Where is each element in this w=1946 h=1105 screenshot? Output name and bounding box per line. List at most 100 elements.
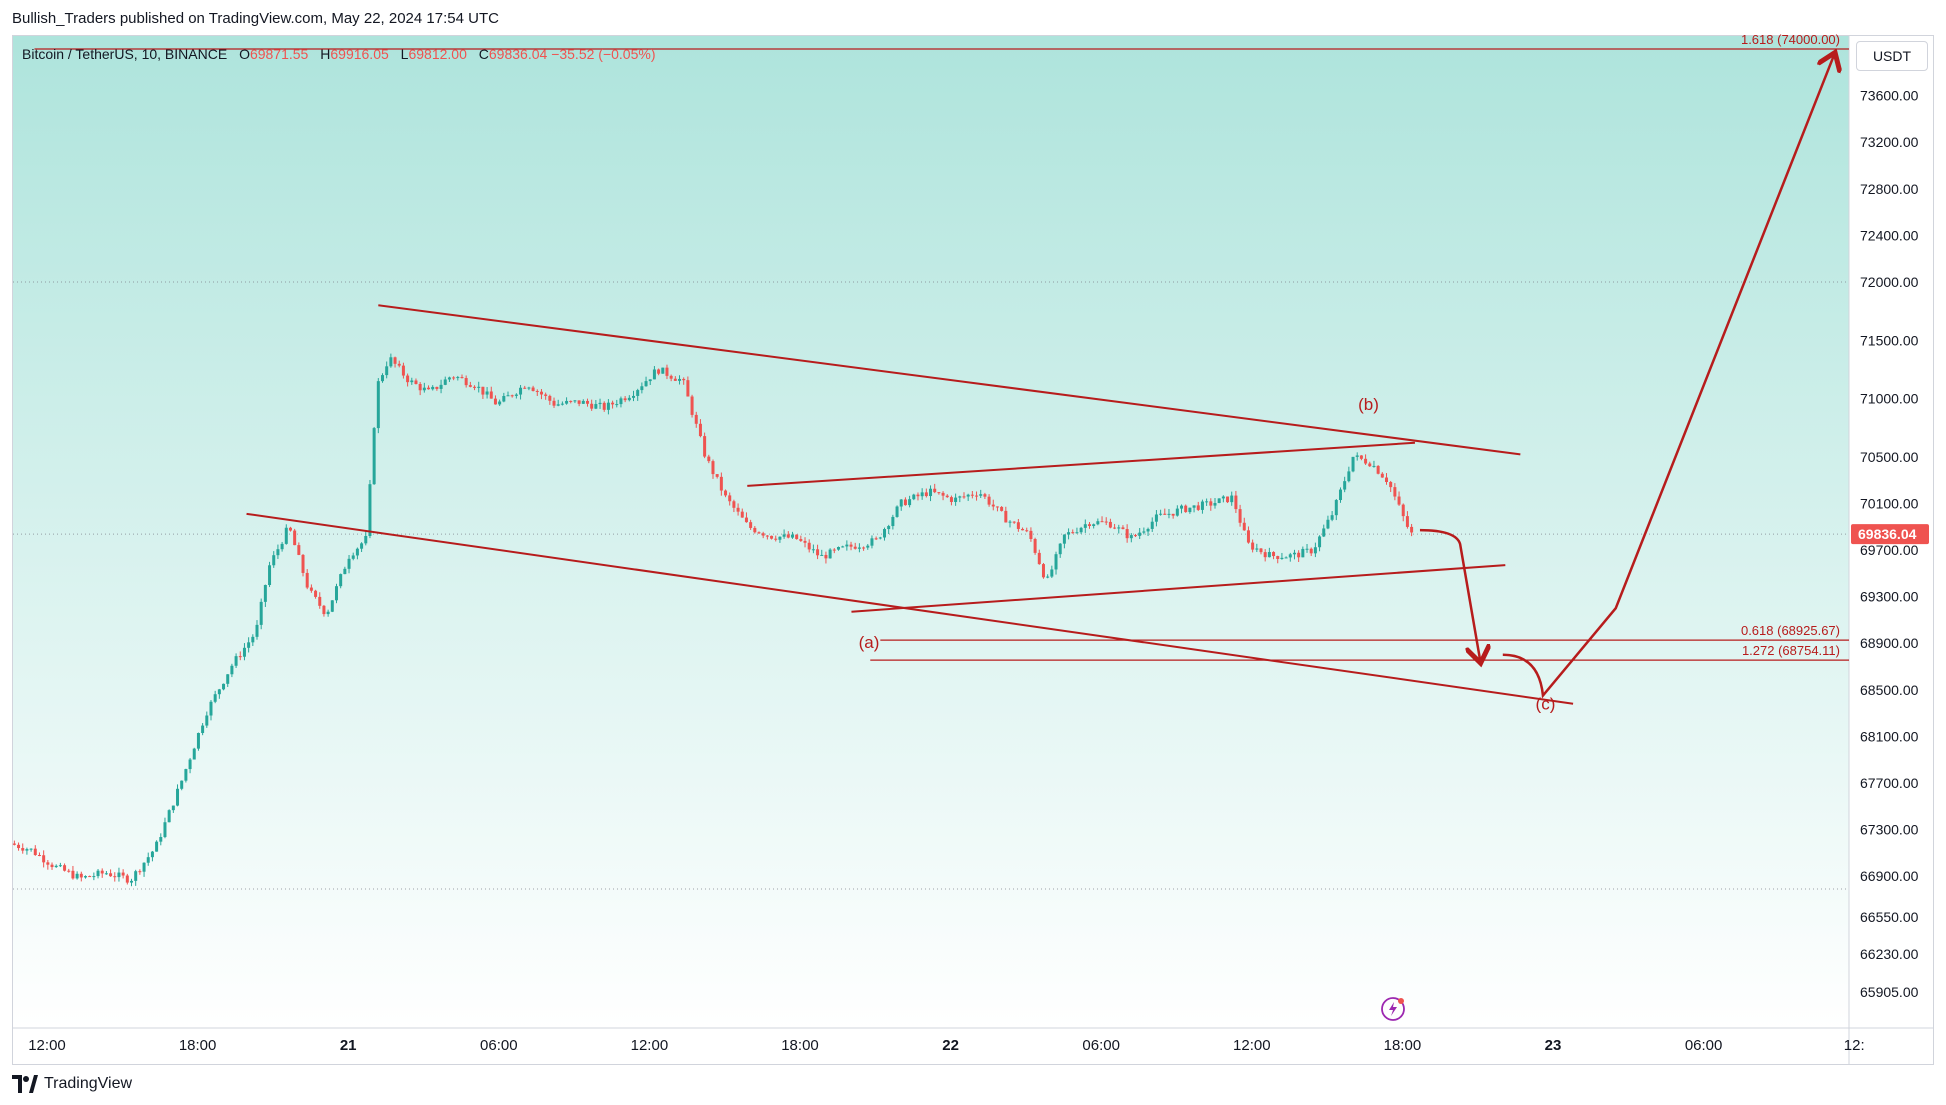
- candle-body: [698, 423, 702, 437]
- candle-body: [703, 436, 707, 457]
- x-axis-tick: 06:00: [1082, 1037, 1120, 1054]
- candle-body: [368, 484, 372, 536]
- candle-body: [146, 857, 150, 863]
- candle-body: [230, 665, 234, 675]
- candle-body: [573, 400, 577, 402]
- open-label: O: [239, 46, 250, 62]
- y-axis-tick: 67700.00: [1860, 775, 1919, 791]
- candle-body: [1150, 521, 1154, 529]
- candle-body: [665, 367, 669, 376]
- lightning-icon[interactable]: [1380, 996, 1406, 1022]
- candle-body: [954, 497, 958, 502]
- x-axis-tick: 12:00: [631, 1037, 669, 1054]
- candle-body: [958, 496, 962, 498]
- candle-body: [222, 683, 226, 690]
- candle-body: [535, 390, 539, 392]
- symbol-label[interactable]: Bitcoin / TetherUS, 10, BINANCE: [22, 46, 228, 62]
- candle-body: [623, 398, 627, 401]
- candle-body: [770, 535, 774, 539]
- candle-body: [782, 534, 786, 537]
- candle-body: [632, 395, 636, 398]
- candle-body: [506, 395, 510, 397]
- candle-body: [824, 554, 828, 559]
- candle-body: [552, 400, 556, 406]
- candle-body: [1385, 477, 1389, 482]
- candle-body: [627, 397, 631, 401]
- currency-button[interactable]: USDT: [1856, 41, 1928, 71]
- candle-body: [58, 865, 62, 867]
- fib-level-label: 1.618 (74000.00): [1741, 32, 1840, 47]
- candle-body: [468, 385, 472, 387]
- candle-body: [841, 546, 845, 548]
- candle-body: [460, 377, 464, 379]
- trendline: [378, 304, 1521, 456]
- y-axis-tick: 70100.00: [1860, 495, 1919, 511]
- y-axis-tick: 72800.00: [1860, 181, 1919, 197]
- candle-body: [598, 402, 602, 405]
- candle-body: [719, 476, 723, 491]
- candle-body: [272, 555, 276, 566]
- candle-body: [845, 544, 849, 547]
- candle-body: [657, 369, 661, 374]
- candle-body: [50, 864, 54, 868]
- candle-body: [1389, 481, 1393, 488]
- candle-body: [849, 544, 853, 547]
- candle-body: [1004, 510, 1008, 523]
- candle-body: [682, 378, 686, 381]
- candle-body: [447, 377, 451, 380]
- x-axis-tick: 18:00: [179, 1037, 217, 1054]
- wave-label: (c): [1536, 695, 1556, 714]
- candle-body: [314, 590, 318, 597]
- candle-body: [502, 396, 506, 402]
- candle-body: [1221, 496, 1225, 499]
- candle-body: [410, 380, 414, 383]
- trendline: [246, 512, 1574, 705]
- candle-body: [104, 873, 108, 875]
- candle-body: [406, 375, 410, 383]
- candle-body: [1242, 522, 1246, 531]
- candle-body: [962, 496, 966, 498]
- candle-body: [113, 876, 117, 878]
- candle-body: [1096, 521, 1100, 525]
- candle-body: [347, 558, 351, 569]
- candle-body: [247, 642, 251, 648]
- candle-body: [431, 386, 435, 390]
- candle-body: [1159, 513, 1163, 515]
- candle-body: [1263, 552, 1267, 558]
- candle-body: [1372, 465, 1376, 467]
- candle-body: [1393, 487, 1397, 497]
- candle-body: [33, 848, 37, 856]
- candle-body: [1041, 564, 1045, 578]
- candle-body: [799, 539, 803, 541]
- publish-info: Bullish_Traders published on TradingView…: [12, 10, 499, 27]
- candle-body: [268, 565, 272, 585]
- candle-body: [75, 873, 79, 879]
- candle-body: [941, 492, 945, 496]
- candle-body: [1025, 530, 1029, 532]
- y-axis-tick: 71500.00: [1860, 332, 1919, 348]
- candle-body: [226, 674, 230, 684]
- candle-body: [443, 379, 447, 385]
- candle-body: [644, 381, 648, 387]
- candle-body: [1075, 532, 1079, 534]
- candle-body: [1397, 496, 1401, 505]
- candle-body: [519, 387, 523, 395]
- candle-body: [422, 387, 426, 391]
- candle-body: [619, 398, 623, 405]
- candle-body: [205, 715, 209, 726]
- candle-body: [217, 689, 221, 695]
- candle-body: [1238, 509, 1242, 523]
- y-axis-tick: 65905.00: [1860, 984, 1919, 1000]
- candle-body: [803, 540, 807, 543]
- candle-body: [343, 568, 347, 575]
- footer: TradingView: [12, 1075, 132, 1093]
- candle-body: [694, 414, 698, 424]
- candle-body: [1305, 548, 1309, 550]
- candle-body: [711, 461, 715, 475]
- candle-body: [305, 572, 309, 588]
- candle-body: [318, 596, 322, 606]
- candle-body: [765, 535, 769, 537]
- candle-body: [1129, 535, 1133, 539]
- candle-body: [832, 549, 836, 551]
